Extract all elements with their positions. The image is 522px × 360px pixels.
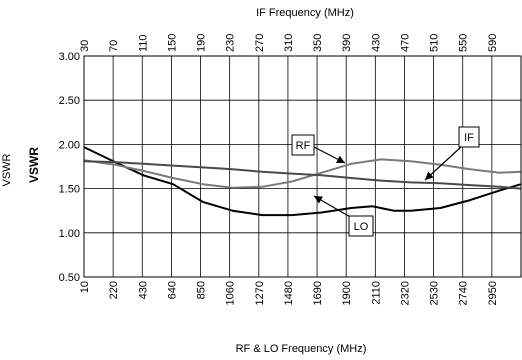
callout-label-if: IF xyxy=(464,132,474,144)
series-callouts: RF IF LO xyxy=(291,126,480,237)
x2-tick-label: 70 xyxy=(108,40,120,52)
x2-tick-label: 350 xyxy=(312,34,324,52)
callout-box-if xyxy=(458,126,480,148)
x2-tick-label: 310 xyxy=(283,34,295,52)
y-tick-label: 3.00 xyxy=(59,51,80,63)
callout-arrowhead-lo xyxy=(314,196,323,204)
x-tick-label: 2320 xyxy=(399,281,411,305)
x2-tick-label: 150 xyxy=(166,34,178,52)
y-tick-label: 0.50 xyxy=(59,272,80,284)
y-tick-label: 2.00 xyxy=(59,139,80,151)
y-tick-labels: 0.50 1.00 1.50 2.00 2.50 3.00 xyxy=(59,51,80,284)
x-tick-label: 2530 xyxy=(429,281,441,305)
y-axis-title-outer: VSWR xyxy=(1,153,13,186)
x2-tick-label: 30 xyxy=(79,40,91,52)
callout-label-lo: LO xyxy=(354,221,369,233)
series-line-lo xyxy=(83,146,522,217)
x2-tick-label: 270 xyxy=(254,34,266,52)
x2-tick-label: 190 xyxy=(196,34,208,52)
x-tick-label: 2110 xyxy=(370,281,382,305)
x-tick-label: 1060 xyxy=(225,281,237,305)
x-tick-labels: 10 220 430 640 850 1060 1270 1480 1690 1900 2110 23… xyxy=(79,281,499,305)
x2-tick-label: 390 xyxy=(341,34,353,52)
callout-arrowhead-rf xyxy=(336,155,345,163)
x-tick-label: 1690 xyxy=(312,281,324,305)
y-axis-title: VSWR xyxy=(27,147,41,183)
x-tick-label: 220 xyxy=(108,281,120,299)
x2-tick-label: 550 xyxy=(458,34,470,52)
x-tick-label: 2950 xyxy=(487,281,499,305)
x-tick-label: 1270 xyxy=(254,281,266,305)
x2-tick-label: 470 xyxy=(399,34,411,52)
callout-box-rf xyxy=(291,134,315,156)
callout-box-lo xyxy=(348,215,374,237)
x-tick-label: 10 xyxy=(79,281,91,293)
series-line-if xyxy=(83,160,522,190)
y-tick-label: 2.50 xyxy=(59,95,80,107)
x2-tick-label: 590 xyxy=(487,34,499,52)
x-tick-label: 850 xyxy=(196,281,208,299)
x2-tick-label: 230 xyxy=(225,34,237,52)
x-tick-label: 640 xyxy=(166,281,178,299)
series-lines xyxy=(83,146,522,217)
x-tick-label: 430 xyxy=(137,281,149,299)
y-tick-label: 1.50 xyxy=(59,184,80,196)
x-tick-label: 2740 xyxy=(458,281,470,305)
y-tick-label: 1.00 xyxy=(59,228,80,240)
plot-frame xyxy=(83,55,522,278)
x2-tick-labels: 30 70 110 150 190 230 270 310 350 390 430 470 510 550… xyxy=(79,34,499,52)
x-axis-title: RF & LO Frequency (MHz) xyxy=(236,343,367,355)
callout-arrowhead-if xyxy=(425,171,434,180)
x-tick-label: 1900 xyxy=(341,281,353,305)
x-tick-label: 1480 xyxy=(283,281,295,305)
x2-axis-title: IF Frequency (MHz) xyxy=(256,7,354,19)
x2-tick-label: 430 xyxy=(370,34,382,52)
x2-tick-label: 110 xyxy=(137,34,149,52)
callout-label-rf: RF xyxy=(296,140,311,152)
series-line-rf xyxy=(83,158,522,189)
callout-leader-if xyxy=(424,146,462,181)
x2-tick-label: 510 xyxy=(429,34,441,52)
